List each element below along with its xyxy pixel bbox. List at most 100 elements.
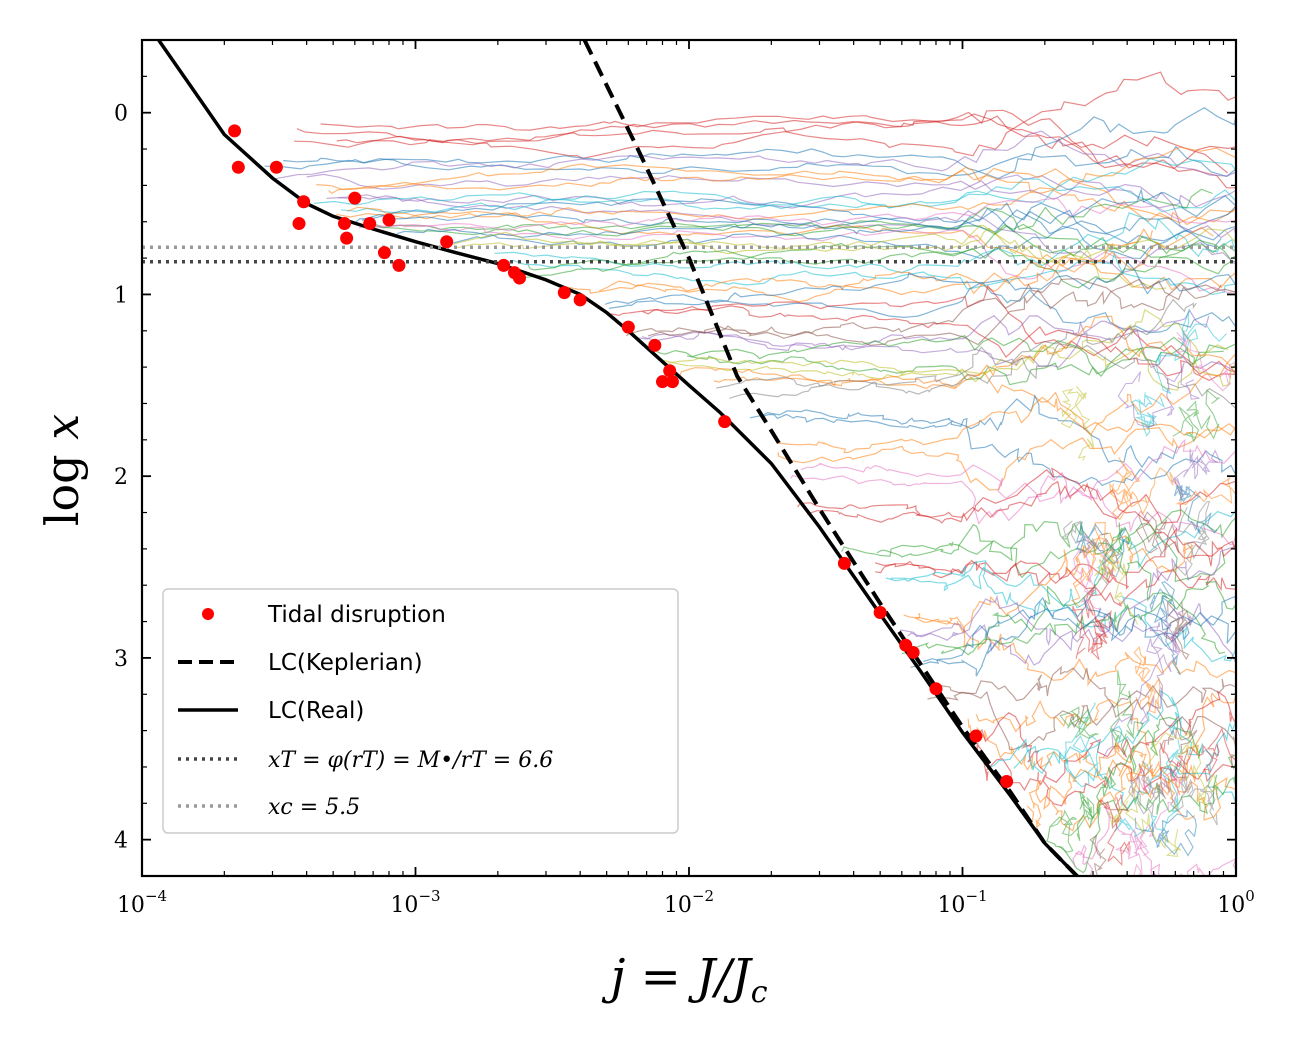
trajectory-line: [907, 594, 1236, 710]
tidal-disruption-point: [363, 217, 377, 231]
tidal-disruption-point: [655, 375, 669, 389]
trajectory-line: [686, 347, 1224, 386]
tidal-disruption-point: [557, 286, 571, 300]
trajectory-line: [1133, 731, 1219, 805]
legend-label-keplerian: LC(Keplerian): [268, 650, 423, 676]
trajectory-line: [340, 178, 1236, 214]
trajectory-line: [1128, 760, 1165, 817]
trajectory-line: [1155, 308, 1227, 395]
trajectory-line: [662, 345, 1236, 391]
trajectory-line: [800, 439, 1236, 505]
y-tick-label: 2: [114, 465, 128, 490]
trajectory-line: [1060, 385, 1095, 461]
trajectory-line: [841, 493, 1236, 579]
trajectory-line: [452, 187, 1236, 244]
tidal-disruption-point: [663, 364, 677, 378]
trajectory-line: [338, 180, 1236, 259]
tidal-disruption-point: [497, 258, 511, 272]
trajectory-line: [1048, 796, 1095, 853]
trajectory-line: [760, 413, 1236, 487]
trajectory-line: [264, 106, 1236, 180]
trajectory-line: [679, 315, 1236, 389]
trajectory-line: [876, 520, 1226, 583]
trajectory-line: [1072, 850, 1100, 876]
y-tick-label: 3: [114, 647, 128, 672]
trajectory-line: [927, 665, 1236, 709]
trajectory-line: [654, 323, 1236, 375]
trajectory-line: [658, 308, 1229, 383]
trajectory-line: [1169, 775, 1218, 826]
trajectory-line: [1114, 739, 1183, 838]
y-tick-label: 4: [114, 829, 128, 854]
legend-label-xc: xc = 5.5: [268, 795, 360, 820]
tidal-disruption-point: [269, 160, 283, 174]
trajectory-line: [354, 198, 1222, 248]
tidal-disruption-point: [348, 191, 362, 205]
trajectory-line: [1130, 392, 1166, 437]
tidal-disruption-point: [837, 556, 851, 570]
trajectory-line: [940, 522, 1226, 655]
lc-keplerian-line: [582, 40, 1080, 876]
x-tick-label: 10−1: [937, 887, 987, 918]
trajectory-line: [874, 516, 1236, 590]
x-tick-label: 10−2: [664, 887, 714, 918]
trajectory-line: [1107, 782, 1182, 858]
trajectory-line: [1109, 457, 1141, 521]
trajectory-line: [987, 737, 1236, 816]
trajectory-line: [373, 222, 1236, 292]
trajectory-line: [1173, 484, 1218, 535]
tidal-disruption-point: [718, 415, 732, 429]
tidal-disruption-point: [377, 246, 391, 260]
tidal-disruption-point: [392, 258, 406, 272]
point-layer: [228, 124, 1014, 788]
x-axis-label: j = J/Jc: [601, 949, 767, 1010]
trajectory-line: [1171, 448, 1221, 498]
trajectory-line: [1072, 605, 1109, 660]
trajectory-line: [1098, 794, 1131, 867]
trajectory-line: [777, 394, 1236, 491]
trajectory-line: [1059, 706, 1099, 740]
trajectory-line: [1076, 716, 1202, 842]
tidal-disruption-point: [969, 729, 983, 743]
trajectory-line: [1103, 608, 1186, 759]
trajectory-line: [326, 194, 1236, 303]
trajectory-line: [890, 498, 1236, 616]
trajectory-line: [625, 277, 1222, 337]
trajectory-line: [435, 227, 1236, 266]
trajectory-line: [1135, 511, 1180, 557]
tidal-disruption-point: [231, 160, 245, 174]
trajectory-line: [609, 272, 1236, 334]
tidal-disruption-point: [906, 645, 920, 659]
trajectory-line: [610, 284, 1236, 391]
trajectory-line: [641, 309, 1210, 352]
trajectory-line: [1129, 769, 1183, 857]
legend-marker-tidal: [202, 608, 214, 620]
y-axis-label: log x: [35, 414, 89, 526]
trajectory-line: [923, 596, 1236, 677]
trajectory-line: [396, 216, 1236, 259]
y-tick-label: 0: [114, 102, 128, 127]
tidal-disruption-point: [337, 217, 351, 231]
y-tick-label: 1: [114, 283, 128, 308]
trajectory-line: [1163, 600, 1191, 660]
trajectory-line: [293, 113, 1236, 206]
trajectory-line: [283, 145, 1236, 178]
tidal-disruption-point: [929, 682, 943, 696]
tidal-disruption-point: [382, 213, 396, 227]
trajectory-line: [1159, 727, 1234, 776]
trajectory-line: [749, 393, 1178, 469]
trajectory-line: [336, 109, 1229, 174]
legend-box: [162, 588, 679, 834]
tidal-disruption-point: [648, 338, 662, 352]
trajectory-line: [776, 333, 1236, 454]
trajectory-line: [1134, 809, 1197, 857]
trajectory-line: [806, 467, 1236, 524]
trajectory-line: [642, 305, 1236, 380]
trajectory-line: [313, 158, 1236, 210]
trajectory-line: [1176, 331, 1236, 392]
tidal-disruption-point: [873, 605, 887, 619]
tidal-disruption-point: [621, 320, 635, 334]
trajectory-line: [1062, 520, 1122, 586]
tidal-disruption-point: [228, 124, 242, 138]
